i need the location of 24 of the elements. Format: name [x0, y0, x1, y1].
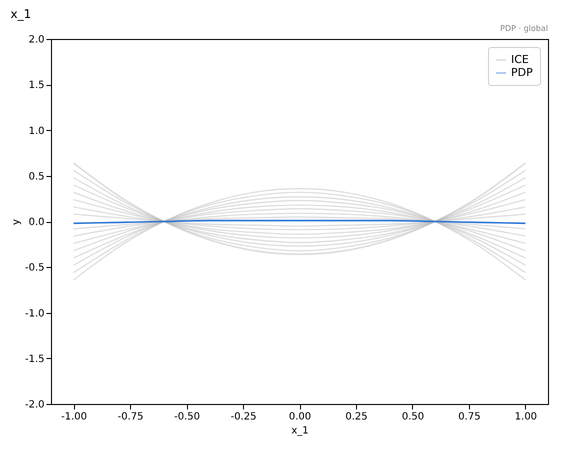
chart-title: x_1 [10, 7, 32, 21]
x-tick-label: -0.50 [174, 412, 200, 422]
y-tick-label: -0.5 [24, 262, 44, 274]
legend-label: PDP [511, 66, 534, 79]
y-tick-label: -1.5 [24, 354, 44, 365]
x-tick-label: 1.00 [514, 412, 538, 422]
x-tick-label: 0.75 [458, 412, 481, 422]
y-tick-label: 1.5 [28, 80, 44, 92]
text: PDP · global [500, 24, 548, 33]
y-tick-label: 0.5 [28, 171, 44, 182]
x-tick-label: 0.50 [402, 412, 424, 422]
y-tick-label: 1.0 [28, 126, 44, 137]
legend-label: ICE [511, 53, 529, 66]
y-tick-label: 0.0 [28, 217, 44, 228]
y-axis-title: y [10, 218, 22, 225]
x-axis-title: x_1 [291, 426, 309, 436]
y-tick-label: -2.0 [24, 400, 44, 410]
y-tick-label: 2.0 [28, 34, 44, 46]
x-tick-label: -0.25 [230, 412, 256, 422]
y-tick-label: -1.0 [24, 308, 44, 320]
x-tick-label: -0.75 [118, 412, 144, 422]
x-tick-label: 0.25 [345, 412, 368, 422]
x-tick-label: 0.00 [288, 412, 312, 422]
x-tick-label: -1.00 [61, 412, 88, 422]
